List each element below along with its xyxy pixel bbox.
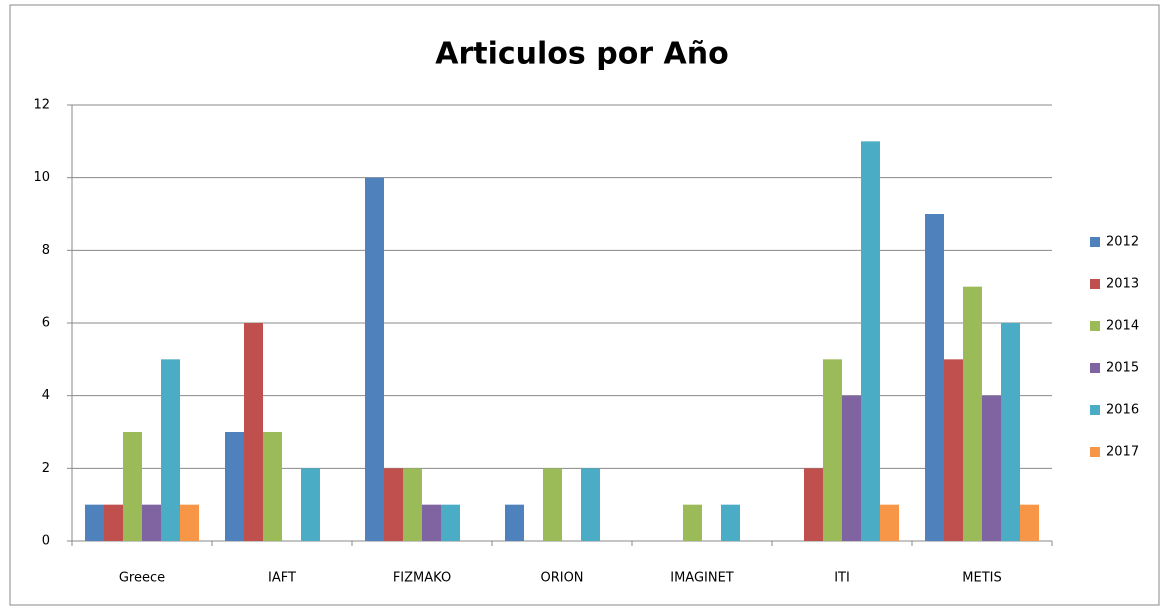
bar [982,395,1001,541]
legend-swatch [1090,237,1100,247]
legend-label: 2017 [1106,445,1139,460]
bar [161,359,180,541]
y-tick-label: 0 [42,534,50,549]
x-tick-label: IAFT [268,571,296,586]
bar [1001,323,1020,541]
bar [422,504,441,541]
legend-swatch [1090,321,1100,331]
x-tick-label: IMAGINET [670,571,734,586]
legend-label: 2012 [1106,235,1139,250]
x-tick-label: FIZMAKO [393,571,451,586]
x-tick-label: ITI [834,571,850,586]
bar [104,504,123,541]
legend-swatch [1090,363,1100,373]
bar [823,359,842,541]
bar [244,323,263,541]
bar [543,468,562,541]
legend-swatch [1090,447,1100,457]
legend-label: 2015 [1106,361,1139,376]
bar [142,504,161,541]
x-tick-label: METIS [962,571,1001,586]
y-tick-label: 8 [42,243,50,258]
chart-title: Articulos por Año [435,37,728,72]
bar [85,504,104,541]
bar [441,504,460,541]
y-tick-label: 12 [33,98,50,113]
bar [123,432,142,541]
y-tick-label: 2 [42,461,50,476]
bar [180,504,199,541]
bar [1020,504,1039,541]
bar [880,504,899,541]
x-tick-label: ORION [540,571,583,586]
y-tick-label: 6 [42,316,50,331]
legend-label: 2013 [1106,277,1139,292]
y-tick-label: 4 [42,388,50,403]
bar [225,432,244,541]
legend-swatch [1090,405,1100,415]
legend-label: 2014 [1106,319,1139,334]
bar [384,468,403,541]
bar [804,468,823,541]
bar [944,359,963,541]
bar [403,468,422,541]
bar [721,504,740,541]
bar [861,141,880,542]
bar [263,432,282,541]
bar [301,468,320,541]
bar [365,177,384,541]
x-tick-label: Greece [119,571,165,586]
legend-swatch [1090,279,1100,289]
bar [925,214,944,541]
bar [842,395,861,541]
bar [963,286,982,541]
bar [581,468,600,541]
y-tick-label: 10 [33,170,50,185]
bar [505,504,524,541]
bar [683,504,702,541]
legend-label: 2016 [1106,403,1139,418]
